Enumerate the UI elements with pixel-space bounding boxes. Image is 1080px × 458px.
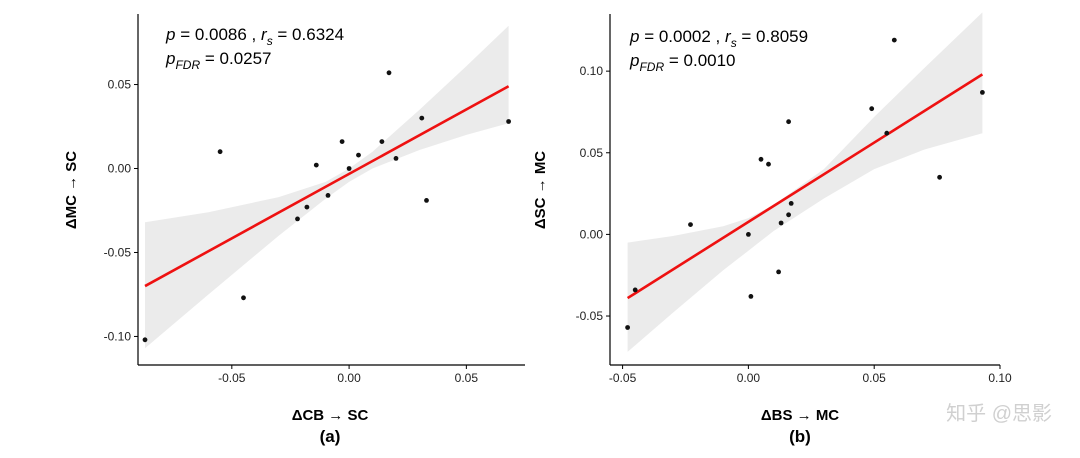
panel-b: -0.05 0.00 0.05 0.10 -0.05 0.00 0.05 0.10 p = … xyxy=(532,12,1012,446)
r-symbol: r xyxy=(725,27,732,46)
data-point xyxy=(632,287,638,293)
data-point xyxy=(419,115,425,121)
data-point xyxy=(217,149,223,155)
y-axis-label: ΔSC → MC xyxy=(532,151,549,229)
x-tick-label: 0.05 xyxy=(863,371,887,385)
data-point xyxy=(393,156,399,161)
pfdr-value: = 0.0010 xyxy=(664,51,735,70)
p-value: = 0.0086 , xyxy=(175,25,261,44)
x-ticks: -0.05 0.00 0.05 xyxy=(218,365,478,385)
data-point xyxy=(379,139,385,145)
y-tick-label: 0.05 xyxy=(580,146,604,160)
data-point xyxy=(766,161,771,167)
data-point xyxy=(386,70,392,76)
r-symbol: r xyxy=(261,25,268,44)
data-point xyxy=(758,156,764,162)
y-tick-label: -0.05 xyxy=(104,245,132,259)
data-point xyxy=(304,204,310,210)
y-tick-label: -0.05 xyxy=(576,309,604,323)
data-point xyxy=(142,337,148,343)
r-value: = 0.8059 xyxy=(737,27,808,46)
data-point xyxy=(869,106,875,112)
x-tick-label: 0.00 xyxy=(737,371,761,385)
fit-line xyxy=(144,85,510,288)
data-point xyxy=(424,198,429,203)
data-point xyxy=(776,269,781,275)
r-subscript: s xyxy=(731,36,737,50)
data-point xyxy=(346,166,352,171)
pfdr-subscript: FDR xyxy=(175,58,200,72)
pfdr-subscript: FDR xyxy=(639,60,664,74)
x-axis-label: ΔBS → MC xyxy=(761,407,839,424)
pfdr-value: = 0.0257 xyxy=(200,49,271,68)
panel-label: (a) xyxy=(320,427,341,446)
x-tick-label: 0.00 xyxy=(337,371,361,385)
confidence-band-area xyxy=(627,12,983,352)
y-ticks: -0.10 -0.05 0.00 0.05 xyxy=(104,78,138,343)
x-tick-label: -0.05 xyxy=(218,371,246,385)
watermark: 知乎 @思影 xyxy=(946,402,1052,425)
confidence-band xyxy=(627,12,983,352)
data-point xyxy=(746,232,751,237)
p-value: = 0.0002 , xyxy=(639,27,725,46)
x-tick-label: 0.05 xyxy=(455,371,479,385)
data-point xyxy=(891,37,897,43)
x-tick-label: 0.10 xyxy=(988,371,1012,385)
y-tick-label: 0.00 xyxy=(580,227,604,241)
data-point xyxy=(980,90,985,95)
data-point xyxy=(778,220,784,226)
x-axis-label: ΔCB → SC xyxy=(292,407,369,424)
pfdr-symbol: p xyxy=(165,49,175,68)
data-point xyxy=(748,294,754,299)
data-point xyxy=(339,139,345,145)
data-point xyxy=(688,222,693,228)
data-point xyxy=(786,119,791,125)
data-point xyxy=(313,162,319,168)
scatter-points xyxy=(625,37,985,330)
r-value: = 0.6324 xyxy=(273,25,344,44)
stat-p-line: p = 0.0086 , rs = 0.6324 xyxy=(165,25,344,48)
data-point xyxy=(786,212,791,218)
data-point xyxy=(788,201,794,206)
x-tick-label: -0.05 xyxy=(609,371,637,385)
data-point xyxy=(937,174,942,180)
y-tick-label: -0.10 xyxy=(104,329,132,343)
y-tick-label: 0.00 xyxy=(108,162,132,176)
data-point xyxy=(884,130,890,136)
p-symbol: p xyxy=(165,25,175,44)
data-point xyxy=(356,152,361,158)
y-ticks: -0.05 0.00 0.05 0.10 xyxy=(576,64,610,323)
data-point xyxy=(506,119,511,124)
y-tick-label: 0.10 xyxy=(580,64,604,78)
x-ticks: -0.05 0.00 0.05 0.10 xyxy=(609,365,1012,385)
y-axis-label: ΔMC → SC xyxy=(63,151,80,229)
regression-line xyxy=(144,85,510,288)
data-point xyxy=(625,325,630,330)
axes xyxy=(137,14,525,366)
data-point xyxy=(241,295,246,301)
data-point xyxy=(295,216,300,222)
stat-pfdr-line: pFDR = 0.0257 xyxy=(165,49,272,72)
pfdr-symbol: p xyxy=(629,51,639,70)
r-subscript: s xyxy=(267,34,273,48)
regression-line xyxy=(626,73,984,300)
stat-pfdr-line: pFDR = 0.0010 xyxy=(629,51,736,74)
panel-a: -0.05 0.00 0.05 -0.10 -0.05 0.00 0.05 p = 0.0… xyxy=(63,14,525,446)
fit-line xyxy=(626,73,984,300)
p-symbol: p xyxy=(629,27,639,46)
axes xyxy=(609,14,1000,366)
scatter-points xyxy=(142,70,511,343)
y-tick-label: 0.05 xyxy=(108,78,132,92)
stat-p-line: p = 0.0002 , rs = 0.8059 xyxy=(629,27,808,50)
panel-label: (b) xyxy=(789,427,811,446)
data-point xyxy=(325,193,331,198)
